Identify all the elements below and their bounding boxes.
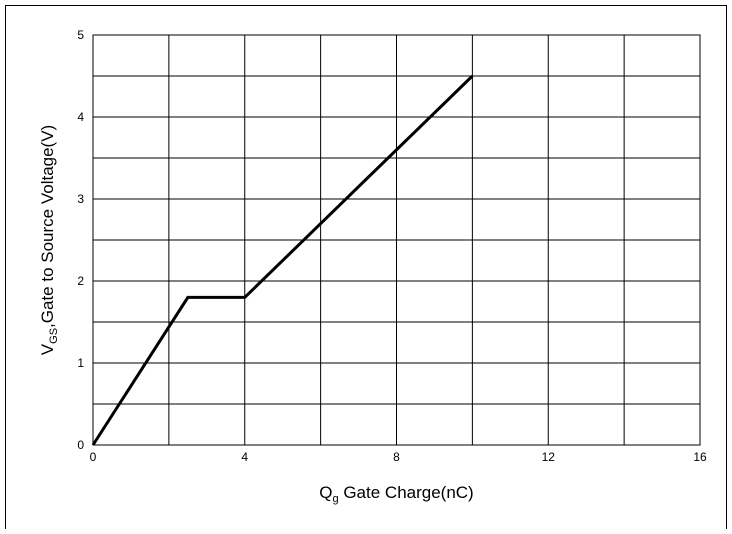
y-axis-label-rest: ,Gate to Source Voltage(V)	[38, 125, 57, 328]
y-tick-label: 0	[77, 438, 84, 452]
y-axis-label-main: V	[38, 343, 57, 355]
x-tick-label: 12	[542, 450, 556, 464]
plot-area	[92, 34, 701, 446]
y-axis-label-sub: GS	[48, 328, 60, 344]
chart-frame	[5, 5, 727, 529]
plot-grid	[93, 35, 700, 445]
series-group	[91, 74, 474, 446]
y-tick-label: 1	[77, 356, 84, 370]
y-axis-label: VGS,Gate to Source Voltage(V)	[38, 125, 60, 355]
x-axis-label-main: Q	[319, 483, 332, 502]
x-axis-ticks: 0 4 8 12 16	[90, 450, 707, 464]
y-tick-label: 5	[77, 28, 84, 42]
y-tick-label: 2	[77, 274, 84, 288]
x-axis-label: Qg Gate Charge(nC)	[319, 483, 473, 505]
x-axis-label-rest: Gate Charge(nC)	[339, 483, 474, 502]
y-tick-label: 3	[77, 192, 84, 206]
x-tick-label: 16	[693, 450, 707, 464]
x-tick-label: 8	[393, 450, 400, 464]
series-line	[91, 74, 474, 446]
y-axis-ticks: 0 1 2 3 4 5	[77, 28, 84, 452]
x-axis-label-sub: g	[332, 493, 338, 505]
y-tick-label: 4	[77, 110, 84, 124]
x-tick-label: 0	[90, 450, 97, 464]
x-tick-label: 4	[241, 450, 248, 464]
